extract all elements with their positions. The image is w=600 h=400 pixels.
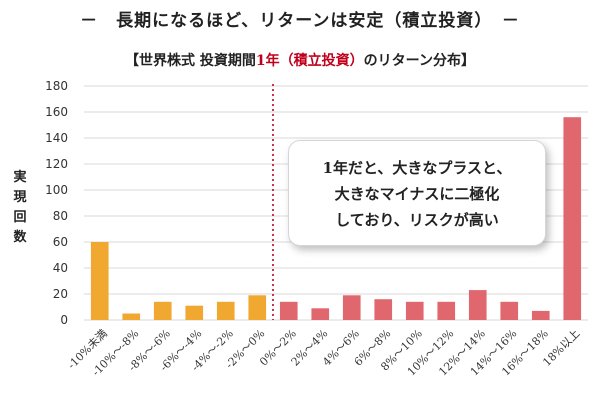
bar (153, 301, 172, 320)
y-tick-label: 100 (45, 183, 68, 197)
bar (185, 305, 204, 320)
bar (374, 299, 393, 320)
chart-title-paren: （積立投資） (279, 53, 364, 69)
chart-title-prefix: 【世界株式 投資期間 (125, 53, 256, 69)
callout-box: 1年だと、大きなプラスと、 大きなマイナスに二極化 しており、リスクが高い (288, 140, 546, 246)
y-axis-label-char: 現 (13, 190, 27, 205)
chart-title-highlight: 1年 (255, 53, 280, 69)
bar (122, 313, 141, 320)
y-axis-label-char: 数 (13, 230, 27, 245)
y-tick-label: 140 (45, 131, 68, 145)
y-tick-label: 120 (45, 157, 68, 171)
bar (500, 301, 519, 320)
y-tick-label: 60 (53, 235, 68, 249)
y-tick-label: 160 (45, 105, 68, 119)
callout-line: 大きなマイナスに二極化 (334, 185, 500, 203)
y-tick-label: 80 (53, 209, 68, 223)
chart-title-suffix: のリターン分布】 (363, 53, 475, 69)
bar (468, 290, 487, 320)
bar (90, 242, 109, 320)
bar (311, 308, 330, 320)
y-axis-label: 実 現 回 数 (12, 168, 28, 248)
y-axis-label-char: 回 (13, 210, 27, 225)
chart-title: 【世界株式 投資期間1年（積立投資）のリターン分布】 (0, 50, 600, 70)
callout-line: しており、リスクが高い (335, 211, 499, 229)
y-tick-label: 0 (60, 313, 68, 327)
bar (563, 117, 582, 320)
bar (248, 295, 267, 320)
bar (405, 301, 424, 320)
bar (279, 301, 298, 320)
page-title: － 長期になるほど、リターンは安定（積立投資） － (80, 11, 520, 31)
y-tick-label: 20 (53, 287, 68, 301)
y-tick-label: 180 (45, 79, 68, 93)
callout-line: 1年だと、大きなプラスと、 (322, 159, 512, 177)
bar (342, 295, 361, 320)
bar (531, 310, 550, 320)
y-tick-label: 40 (53, 261, 68, 275)
y-axis-label-char: 実 (13, 170, 27, 185)
bar (437, 301, 456, 320)
bar (216, 301, 235, 320)
